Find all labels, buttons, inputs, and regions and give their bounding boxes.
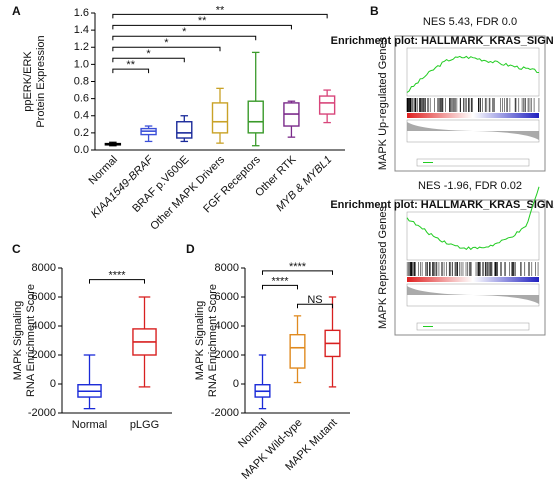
significance-bracket — [112, 13, 328, 19]
significance-bracket — [89, 279, 145, 284]
significance-label: NS — [307, 294, 322, 306]
y-tick-label: 2000 — [215, 349, 239, 361]
panel-label: D — [186, 242, 195, 256]
gsea-frame — [394, 35, 546, 172]
x-tick-label: Normal — [86, 154, 120, 188]
x-tick-label: pLGG — [130, 419, 159, 431]
significance-bracket — [262, 270, 333, 275]
panel-label: C — [12, 242, 21, 256]
y-tick-label: 0.0 — [74, 144, 89, 156]
box — [247, 100, 264, 134]
y-tick-label: 1.2 — [74, 41, 89, 53]
y-tick-label: 6000 — [32, 291, 56, 303]
rank-gradient — [407, 113, 539, 118]
y-tick-label: 4000 — [215, 320, 239, 332]
box — [289, 334, 306, 369]
significance-bracket — [112, 68, 150, 74]
gsea-legend — [416, 322, 530, 331]
significance-label: * — [146, 48, 151, 60]
y-tick-label: 0.4 — [74, 110, 89, 122]
y-tick-label: 1.0 — [74, 58, 89, 70]
gsea-legend — [416, 158, 530, 167]
significance-label: * — [182, 26, 187, 38]
y-tick-label: 0 — [233, 378, 239, 390]
significance-bracket — [112, 57, 185, 63]
box — [211, 102, 229, 134]
box — [318, 95, 336, 115]
significance-bracket — [112, 46, 221, 52]
significance-bracket — [112, 24, 292, 30]
significance-label: ** — [216, 4, 225, 16]
significance-bracket — [262, 284, 298, 290]
y-tick-label: 4000 — [32, 320, 56, 332]
y-axis-label: MAPK Signaling — [194, 301, 206, 381]
y-tick-label: 0.6 — [74, 93, 89, 105]
significance-label: **** — [271, 275, 289, 287]
y-tick-label: 2000 — [32, 349, 56, 361]
enrichment-curve — [406, 186, 540, 251]
y-tick-label: -2000 — [28, 407, 56, 419]
box — [176, 121, 193, 139]
y-tick-label: 6000 — [215, 291, 239, 303]
y-tick-label: -2000 — [211, 407, 239, 419]
gsea-frame — [394, 199, 546, 336]
enrichment-curve — [406, 55, 540, 93]
y-axis-label: RNA Enrichment Score — [25, 284, 37, 397]
y-tick-label: 0 — [50, 378, 56, 390]
significance-label: ** — [198, 15, 207, 27]
gsea-plot-title: Enrichment plot: HALLMARK_KRAS_SIGNALING… — [330, 199, 554, 211]
x-tick-label: KIAA1549-BRAF — [89, 153, 157, 221]
panel-label: B — [370, 4, 379, 18]
y-tick-label: 1.4 — [74, 24, 89, 36]
y-axis-label: MAPK Signaling — [12, 301, 24, 381]
panel-label: A — [12, 4, 21, 18]
y-axis-label: Protein Expression — [35, 35, 47, 127]
y-tick-label: 0.8 — [74, 75, 89, 87]
y-tick-label: 1.6 — [74, 7, 89, 19]
y-tick-label: 8000 — [215, 262, 239, 274]
y-axis-label: ppERK/ERK — [22, 51, 34, 112]
y-tick-label: 8000 — [32, 262, 56, 274]
gsea-title: NES -1.96, FDR 0.02 — [418, 180, 522, 192]
rank-area — [406, 119, 540, 143]
enrichment-area — [406, 211, 540, 261]
ranked-metric — [407, 122, 539, 140]
y-axis-label: RNA Enrichment Score — [207, 284, 219, 397]
x-tick-label: MAPK Wild-type — [240, 417, 305, 482]
rank-area — [406, 283, 540, 307]
ranked-metric — [407, 286, 539, 304]
x-tick-label: Normal — [72, 419, 107, 431]
significance-bracket — [297, 303, 333, 309]
significance-label: **** — [108, 270, 126, 282]
y-tick-label: 0.2 — [74, 127, 89, 139]
gsea-ylabel: MAPK Repressed Genes — [377, 206, 389, 329]
gsea-ylabel: MAPK Up-regulated Genes — [377, 36, 389, 170]
gsea-title: NES 5.43, FDR 0.0 — [423, 16, 517, 28]
significance-label: ** — [126, 59, 135, 71]
significance-label: **** — [289, 261, 307, 273]
rank-gradient — [407, 277, 539, 282]
x-tick-label: Normal — [236, 417, 270, 451]
significance-bracket — [112, 35, 257, 41]
significance-label: * — [164, 37, 169, 49]
gsea-plot-title: Enrichment plot: HALLMARK_KRAS_SIGNALING… — [331, 35, 554, 47]
